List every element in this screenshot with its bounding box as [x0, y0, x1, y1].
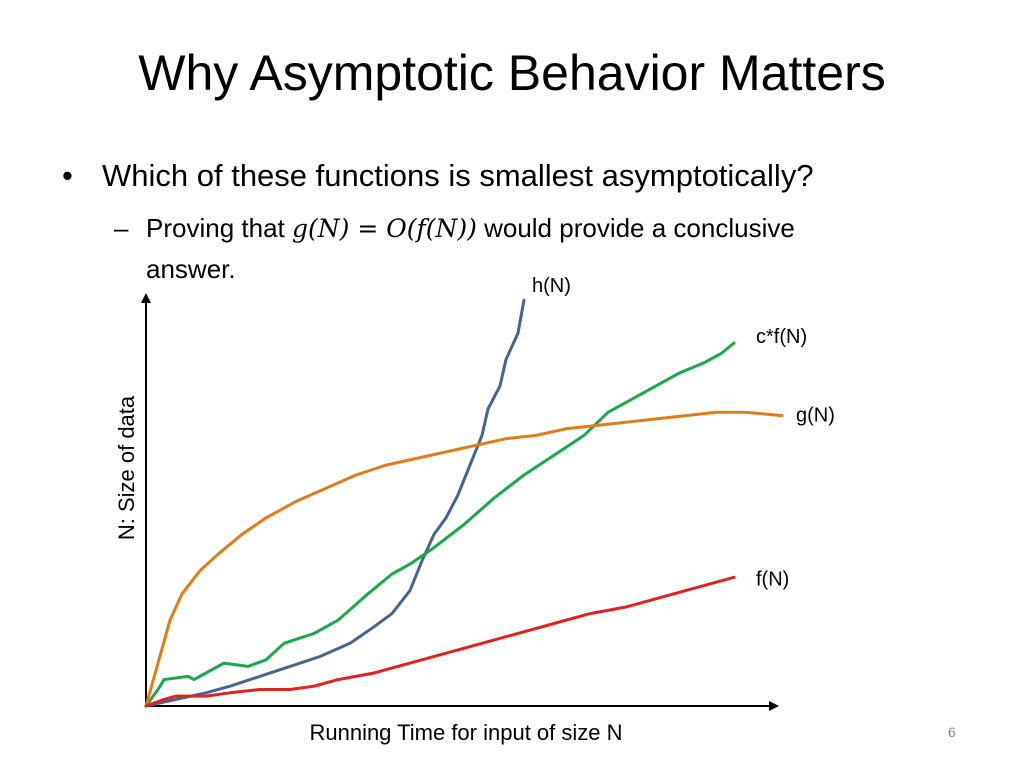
- series-line-h-n: [144, 298, 526, 708]
- series-line-f-n: [144, 575, 736, 708]
- bullet-question: • Which of these functions is smallest as…: [62, 154, 814, 198]
- series-line-g-n: [144, 410, 784, 708]
- series-layer: h(N) c*f(N) g(N) f(N): [144, 275, 835, 708]
- series-line-c-f-n: [144, 341, 736, 708]
- bullet-text: Which of these functions is smallest asy…: [102, 158, 814, 193]
- sub-bullet-dash: –: [114, 213, 129, 243]
- x-axis-label: Running Time for input of size N: [309, 720, 623, 745]
- y-axis-label: N: Size of data: [114, 395, 139, 541]
- series-label-f-n: f(N): [756, 568, 789, 590]
- slide-title: Why Asymptotic Behavior Matters: [138, 45, 886, 101]
- bullet-marker: •: [62, 158, 73, 193]
- sub-bullet-math: g(N) = O(f(N)): [291, 214, 477, 243]
- slide-number: 6: [948, 724, 956, 740]
- sub-bullet: – Proving that g(N) = O(f(N)) would prov…: [114, 208, 834, 289]
- series-label-c-f-n: c*f(N): [756, 326, 807, 348]
- series-label-g-n: g(N): [796, 405, 835, 427]
- series-label-h-n: h(N): [532, 275, 571, 297]
- sub-bullet-suffix: would provide a conclusive answer.: [146, 213, 795, 284]
- sub-bullet-prefix: Proving that: [146, 213, 292, 243]
